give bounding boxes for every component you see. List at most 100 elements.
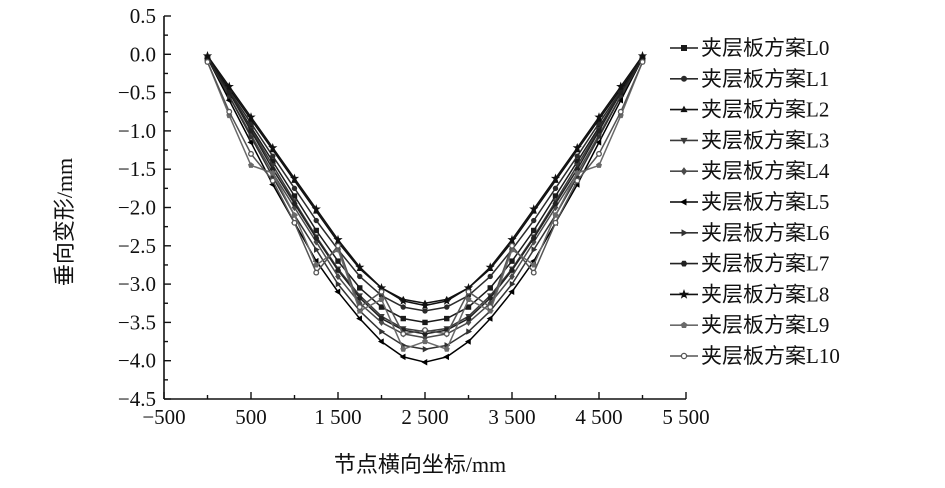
data-point (398, 296, 408, 305)
data-point (378, 315, 385, 322)
data-point (226, 90, 233, 96)
data-point (335, 272, 341, 281)
data-point (617, 97, 623, 104)
data-point (487, 295, 494, 301)
data-point (550, 173, 561, 183)
legend-item: 夹层板方案L8 (670, 282, 829, 306)
data-point (422, 338, 428, 345)
data-point (487, 304, 494, 311)
data-point (594, 112, 604, 122)
series-line (206, 57, 644, 363)
data-point (422, 308, 428, 314)
data-point (224, 81, 234, 91)
legend-item: 夹层板方案L10 (670, 344, 840, 368)
y-tick-label: −2.0 (118, 196, 156, 220)
data-point (465, 315, 472, 322)
legend-label: 夹层板方案L1 (701, 67, 829, 91)
data-point (552, 185, 559, 192)
data-point (422, 327, 428, 334)
data-point (531, 217, 537, 224)
data-point (465, 304, 472, 310)
data-point (378, 288, 385, 295)
data-point (464, 338, 471, 345)
legend-item: 夹层板方案L2 (670, 98, 829, 122)
x-tick-label: 1 500 (314, 405, 361, 429)
data-point (485, 262, 495, 272)
data-point (204, 59, 211, 65)
data-point (356, 315, 362, 322)
y-tick-label: −3.5 (118, 310, 156, 334)
data-point (248, 162, 254, 168)
data-point (444, 315, 450, 322)
data-point (379, 328, 386, 335)
series-line (206, 57, 644, 339)
data-point (530, 235, 537, 241)
data-point (378, 304, 385, 310)
data-point (422, 346, 429, 353)
data-point (248, 133, 255, 141)
data-point (313, 269, 320, 276)
data-point (617, 90, 624, 96)
data-point (289, 173, 300, 183)
legend-label: 夹层板方案L3 (701, 128, 829, 152)
data-point (509, 242, 515, 249)
data-point (507, 234, 517, 244)
data-point (226, 108, 233, 115)
data-point (291, 201, 298, 207)
data-point (248, 128, 254, 134)
data-point (355, 262, 365, 272)
legend-label: 夹层板方案L0 (701, 36, 829, 60)
data-point (596, 162, 602, 168)
legend-swatch-marker (680, 198, 687, 206)
legend-label: 夹层板方案L2 (701, 98, 829, 122)
data-point (509, 280, 516, 288)
data-point (357, 273, 363, 280)
legend: 夹层板方案L0 夹层板方案L1 夹层板方案L2 夹层板方案L3 夹层板方案L4 夹层板方案… (670, 36, 840, 368)
data-point (509, 258, 515, 264)
data-point (246, 112, 256, 122)
series-5 (203, 54, 645, 366)
x-tick-label: −500 (142, 405, 185, 429)
data-point (572, 142, 582, 152)
data-point (400, 304, 406, 310)
axes-layer: −500 500 1 500 2 500 3 500 4 500 5 500 0.5 0.0 −0… (118, 4, 710, 429)
data-point (291, 185, 298, 192)
data-point (487, 273, 493, 280)
legend-swatch-marker (681, 229, 688, 237)
data-point (509, 272, 515, 281)
x-tick-label: 3 500 (488, 405, 535, 429)
series-7 (204, 55, 646, 337)
legend-item: 夹层板方案L7 (670, 252, 829, 276)
data-point (335, 267, 341, 273)
legend-item: 夹层板方案L4 (670, 159, 830, 183)
data-point (444, 304, 450, 310)
x-tick-label: 5 500 (662, 405, 709, 429)
data-point (291, 212, 298, 218)
legend-swatch-marker (680, 105, 688, 113)
data-point (637, 50, 648, 60)
data-point (313, 227, 319, 234)
series-line (206, 57, 644, 335)
series-layer (202, 50, 648, 366)
legend-item: 夹层板方案L5 (670, 190, 829, 214)
x-tick-label: 4 500 (575, 405, 622, 429)
series-3 (204, 55, 646, 336)
data-point (421, 359, 428, 366)
y-tick-label: −1.5 (118, 157, 156, 181)
data-point (356, 295, 363, 301)
data-point (509, 267, 515, 273)
data-point (269, 177, 276, 184)
data-point (465, 296, 472, 302)
data-point (552, 219, 559, 226)
data-point (508, 288, 515, 295)
data-point (291, 193, 298, 199)
data-point (420, 300, 430, 310)
data-point (291, 219, 298, 226)
data-point (466, 328, 473, 335)
series-line (206, 57, 644, 324)
data-point (616, 81, 626, 91)
data-point (443, 353, 449, 361)
x-tick-label: 500 (235, 405, 267, 429)
data-point (617, 108, 624, 115)
data-point (552, 212, 559, 218)
